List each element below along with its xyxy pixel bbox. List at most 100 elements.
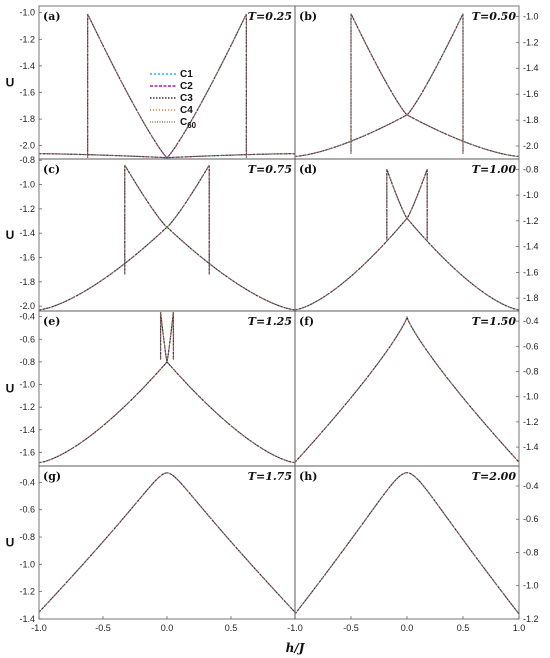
series-line-c4 bbox=[350, 13, 520, 157]
panel-h: -0.4 -0.6 -0.8 -1.0 -1.2 -1.0 -0.5 0.0 0.5 1.0 (h)… bbox=[287, 465, 539, 633]
series-line-c4 bbox=[39, 13, 247, 159]
series-line-c4 bbox=[294, 169, 428, 311]
y-tick-label: -1.0 bbox=[523, 392, 539, 402]
panel-b: -1.0 -1.2 -1.4 -1.6 -1.8 -2.0 (b) T=0.50 bbox=[294, 5, 539, 160]
y-tick-label: -1.0 bbox=[523, 581, 539, 591]
temperature-label: T=1.00 bbox=[472, 163, 517, 176]
series-line-c2 bbox=[160, 312, 296, 464]
panel-d: -0.8 -1.0 -1.2 -1.4 -1.6 -1.8 (d) T=1.00 bbox=[294, 158, 539, 312]
y-tick-label: -1.0 bbox=[19, 180, 35, 190]
series-line-c4 bbox=[294, 316, 520, 463]
series-line-c4 bbox=[294, 472, 520, 615]
y-tick-label: -1.0 bbox=[19, 8, 35, 18]
y-tick-label: -0.6 bbox=[523, 514, 539, 524]
series-line-c60 bbox=[38, 164, 210, 311]
y-tick-label: -1.2 bbox=[19, 402, 35, 412]
y-tick-label: -1.8 bbox=[523, 115, 539, 125]
y-tick-label: -0.8 bbox=[523, 547, 539, 557]
x-tick-label: -0.5 bbox=[95, 623, 111, 633]
panel-f: -0.4 -0.6 -0.8 -1.0 -1.2 -1.4 (f) T=1.50 bbox=[294, 310, 539, 467]
temperature-label: T=1.25 bbox=[248, 315, 292, 328]
panel-g: -0.4-0.6-0.8-1.0-1.2-1.4-1.0 -0.5 0.0 0.5U(… bbox=[6, 465, 296, 633]
y-tick-label: -1.6 bbox=[523, 89, 539, 99]
panel-letter: (h) bbox=[299, 470, 317, 483]
y-tick-label: -1.6 bbox=[19, 447, 35, 457]
series-line-c60 bbox=[294, 13, 464, 157]
series-line-c4 bbox=[38, 312, 174, 464]
series-line-c3 bbox=[160, 312, 296, 464]
series-line-c4 bbox=[386, 169, 520, 311]
x-tick-label: 1.0 bbox=[513, 623, 526, 633]
panel-frame bbox=[294, 158, 520, 312]
panel-frame bbox=[38, 465, 296, 620]
series-line-c60 bbox=[38, 472, 296, 613]
y-tick-label: -2.0 bbox=[523, 141, 539, 151]
series-line-c1 bbox=[159, 312, 296, 464]
series-line-c1 bbox=[39, 13, 247, 159]
series-line-c1 bbox=[294, 315, 520, 463]
y-tick-label: -1.8 bbox=[19, 277, 35, 287]
series-line-c1 bbox=[386, 169, 520, 311]
series-line-c4 bbox=[160, 312, 296, 464]
y-tick-label: -1.8 bbox=[19, 114, 35, 124]
x-tick-label: 0.0 bbox=[161, 623, 174, 633]
temperature-label: T=0.50 bbox=[472, 10, 517, 23]
panel-letter: (g) bbox=[43, 470, 61, 483]
series-line-c1 bbox=[294, 13, 464, 158]
x-tick-label: 0.0 bbox=[401, 623, 414, 633]
series-line-c2 bbox=[294, 315, 520, 463]
y-tick-label: -0.8 bbox=[19, 532, 35, 542]
series-line-c1 bbox=[38, 312, 175, 464]
series-line-c3 bbox=[294, 315, 520, 463]
series-line-c2 bbox=[294, 13, 464, 157]
series-line-c4 bbox=[38, 472, 296, 613]
y-tick-label: -1.0 bbox=[19, 559, 35, 569]
y-tick-label: -1.4 bbox=[19, 228, 35, 238]
panel-a: -1.0 -1.2 -1.4 -1.6 -1.8 -2.0 U (a) T=0.25 C1C2C3… bbox=[6, 5, 296, 160]
legend-entry: C4 bbox=[180, 105, 193, 116]
series-line-c2 bbox=[39, 13, 247, 159]
panels-group: -1.0 -1.2 -1.4 -1.6 -1.8 -2.0 U (a) T=0.25 C1C2C3… bbox=[6, 5, 539, 633]
y-axis-label: U bbox=[6, 536, 15, 550]
y-tick-label: -1.2 bbox=[523, 417, 539, 427]
x-axis-label: h/J bbox=[286, 641, 306, 655]
series-line-c1 bbox=[350, 13, 520, 158]
panel-letter: (d) bbox=[299, 163, 317, 176]
series-line-c60 bbox=[350, 13, 520, 157]
series-line-c2 bbox=[294, 472, 520, 615]
panel-letter: (b) bbox=[299, 10, 317, 23]
series-line-c2 bbox=[38, 312, 174, 464]
y-tick-label: -1.0 bbox=[523, 11, 539, 21]
series-line-c60 bbox=[39, 13, 247, 159]
y-tick-label: -1.2 bbox=[19, 204, 35, 214]
panel-frame bbox=[38, 158, 296, 312]
temperature-label: T=1.75 bbox=[248, 470, 292, 483]
series-line-c1 bbox=[38, 472, 296, 613]
y-tick-label: -0.4 bbox=[523, 316, 539, 326]
series-line-c60 bbox=[38, 312, 174, 464]
temperature-label: T=2.00 bbox=[472, 470, 517, 483]
y-tick-label: -0.4 bbox=[523, 481, 539, 491]
series-line-c3 bbox=[39, 13, 247, 159]
legend-entry: C3 bbox=[180, 93, 193, 104]
y-tick-label: -0.6 bbox=[523, 341, 539, 351]
temperature-label: T=1.50 bbox=[472, 315, 517, 328]
y-tick-label: -1.4 bbox=[19, 614, 35, 624]
y-tick-label: -1.6 bbox=[19, 87, 35, 97]
y-tick-label: -1.2 bbox=[19, 587, 35, 597]
series-line-c60 bbox=[160, 312, 296, 464]
series-line-c3 bbox=[38, 312, 174, 464]
series-line-c60 bbox=[87, 13, 295, 159]
y-tick-label: -1.4 bbox=[523, 442, 539, 452]
series-line-c60 bbox=[386, 169, 520, 311]
series-line-c3 bbox=[350, 13, 520, 157]
panel-e: -0.4 -0.6 -0.8 -1.0 -1.2 -1.4 -1.6 U (e) T=1.25 bbox=[6, 310, 296, 467]
y-tick-label: -0.8 bbox=[19, 155, 35, 165]
panel-frame bbox=[38, 310, 296, 467]
y-tick-label: -1.4 bbox=[19, 61, 35, 71]
series-line-c3 bbox=[294, 472, 520, 615]
y-tick-label: -1.4 bbox=[523, 242, 539, 252]
y-axis-label: U bbox=[6, 228, 15, 242]
series-line-c60 bbox=[124, 164, 296, 311]
